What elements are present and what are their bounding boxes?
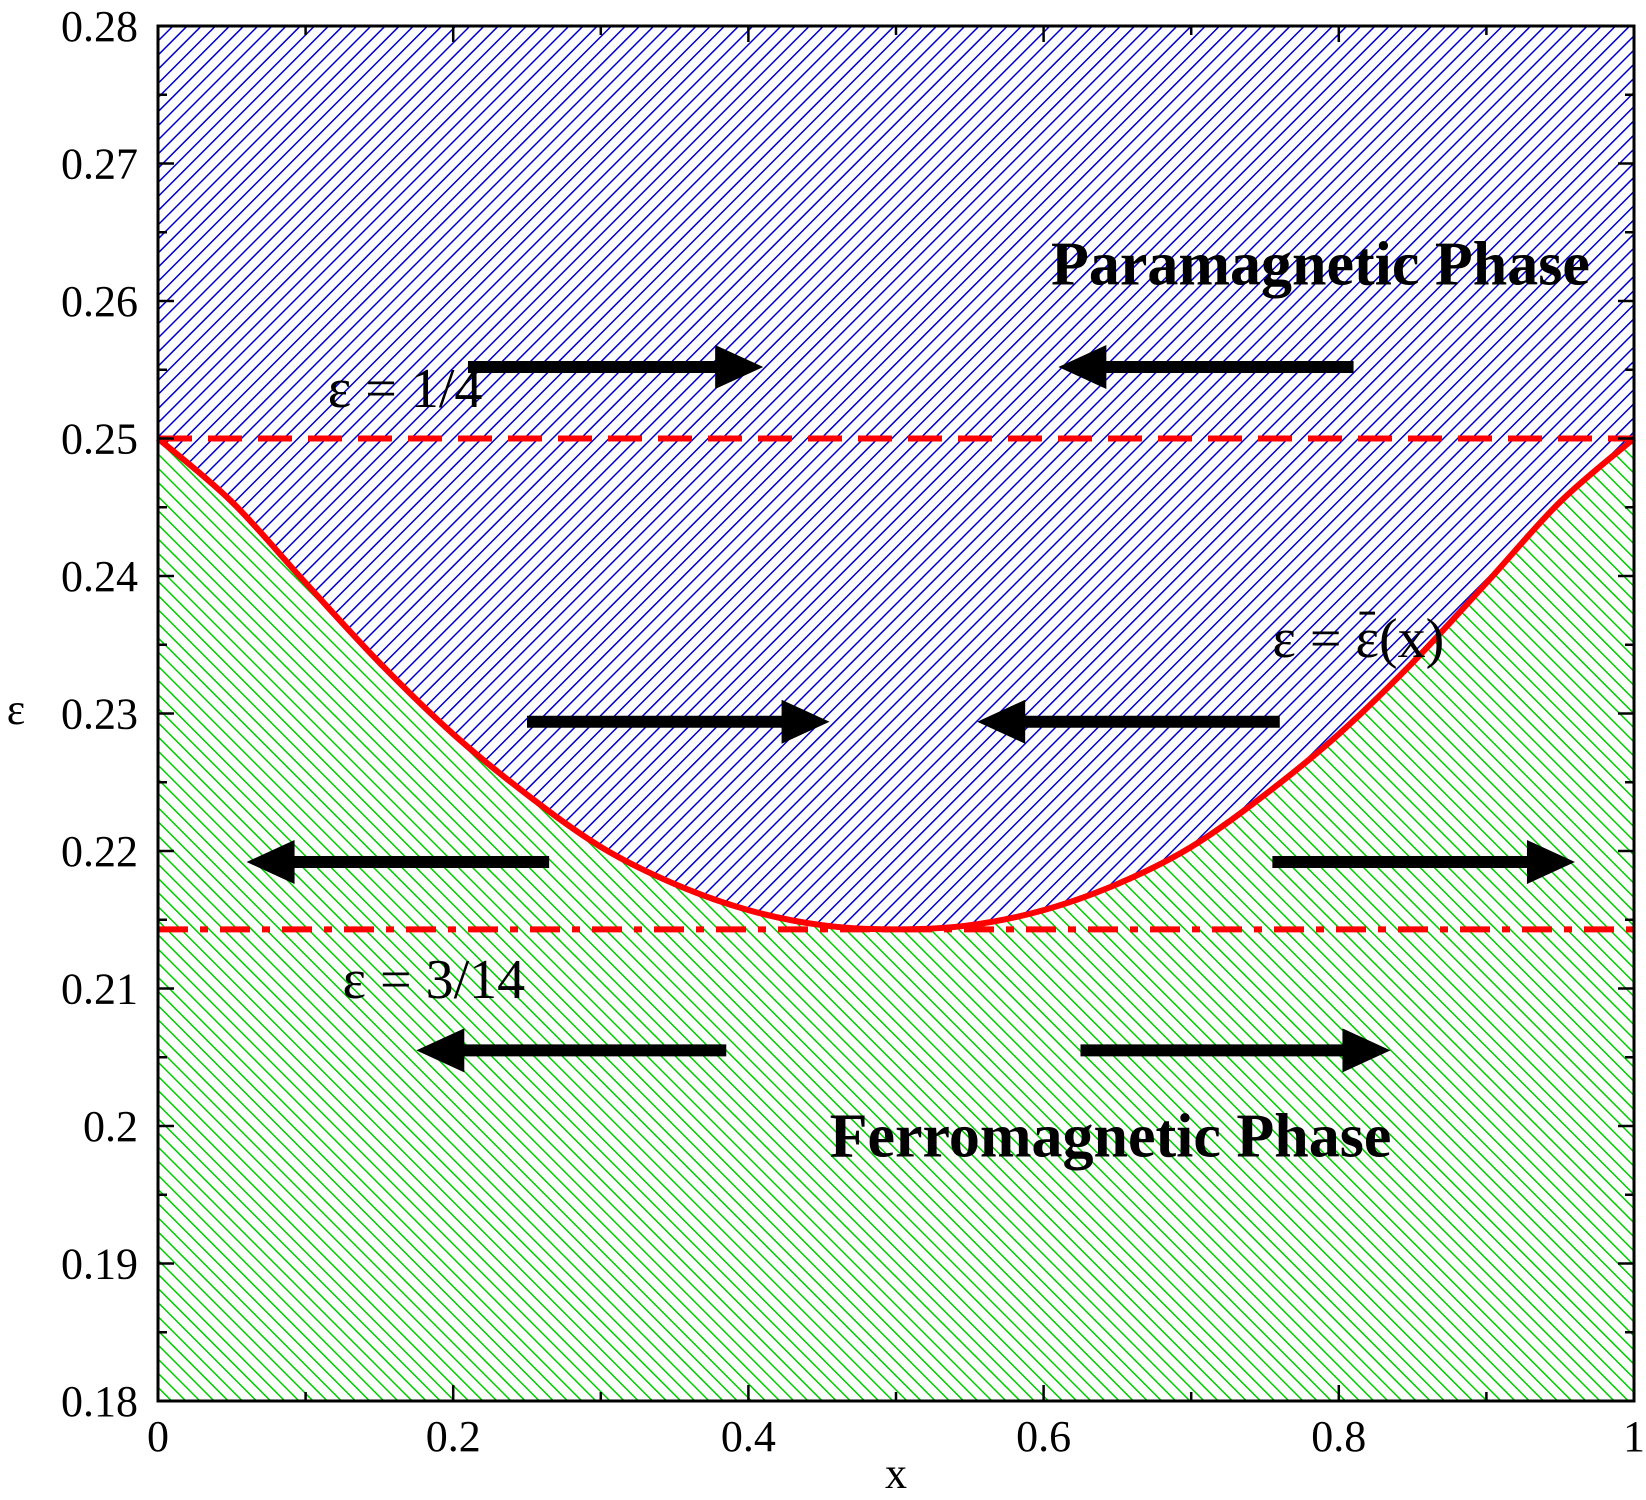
flow-arrow-left-5 — [246, 840, 550, 884]
annotations: Paramagnetic Phase Ferromagnetic Phase ε =… — [328, 231, 1590, 1171]
x-tick-label: 0 — [147, 1412, 169, 1461]
y-tick-label: 0.21 — [61, 965, 138, 1014]
annotation-4: ε = 3/14 — [343, 949, 526, 1011]
y-tick-label: 0.18 — [61, 1377, 138, 1426]
flow-arrow-right-6 — [1272, 840, 1575, 884]
flow-arrows — [246, 345, 1575, 1073]
y-tick-label: 0.26 — [61, 277, 138, 326]
x-tick-label: 0.2 — [426, 1412, 481, 1461]
flow-arrow-left-7 — [416, 1028, 727, 1073]
flow-arrow-left-2 — [1058, 345, 1354, 389]
y-tick-label: 0.22 — [61, 827, 138, 876]
x-tick-label: 1 — [1623, 1412, 1645, 1461]
flow-arrow-right-1 — [467, 345, 764, 389]
y-tick-label: 0.19 — [61, 1240, 138, 1289]
critical-curve-layer — [156, 436, 1636, 933]
annotation-3: ε = 1/4 — [328, 358, 483, 420]
x-tick-label: 0.6 — [1016, 1412, 1071, 1461]
y-tick-label: 0.27 — [61, 140, 138, 189]
axis-tick-labels: 0 0.2 0.4 0.6 0.8 1 0.18 0.19 0.2 0.21 0.22 0.23 0.2… — [61, 2, 1645, 1461]
flow-arrow-right-8 — [1080, 1028, 1391, 1073]
y-tick-label: 0.23 — [61, 690, 138, 739]
flow-arrow-left-4 — [977, 699, 1280, 744]
y-tick-label: 0.2 — [83, 1102, 138, 1151]
y-tick-label: 0.24 — [61, 552, 138, 601]
phase-regions — [158, 26, 1634, 1401]
x-tick-label: 0.8 — [1311, 1412, 1366, 1461]
annotation-1: Paramagnetic Phase — [1051, 231, 1590, 299]
y-axis-label: ε — [7, 685, 25, 734]
y-tick-label: 0.28 — [61, 2, 138, 51]
axis-ticks — [156, 24, 1636, 1403]
x-axis-label: x — [885, 1449, 907, 1498]
paramagnetic-region-lower — [158, 438, 1634, 930]
annotation-2: Ferromagnetic Phase — [830, 1102, 1392, 1170]
paramagnetic-region-upper — [158, 26, 1634, 439]
y-tick-label: 0.25 — [61, 415, 138, 464]
x-tick-label: 0.4 — [721, 1412, 776, 1461]
critical-curve — [156, 436, 1636, 933]
flow-arrow-right-3 — [527, 699, 830, 744]
reference-lines — [158, 435, 1634, 933]
annotation-5: ε = ε(x) — [1272, 608, 1444, 670]
